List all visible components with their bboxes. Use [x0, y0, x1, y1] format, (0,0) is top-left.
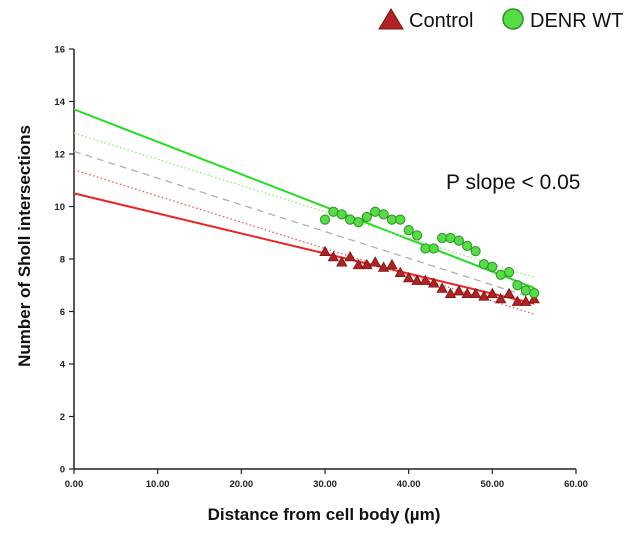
fit-line-3 — [73, 132, 535, 278]
control-point — [453, 285, 465, 296]
x-tick-label: 30.00 — [313, 479, 337, 490]
y-tick-label: 12 — [54, 150, 65, 161]
x-tick-label: 60.00 — [564, 479, 588, 490]
control-point — [444, 287, 457, 299]
denr-wt-point — [403, 225, 414, 236]
plot-area: 0.00 10.00 20.00 30.00 40.00 50.00 60.00 0 2 4 6 8 1… — [54, 45, 587, 491]
control-point — [344, 251, 356, 262]
control-point — [528, 293, 540, 304]
control-point — [469, 287, 482, 299]
y-tick-label: 4 — [60, 360, 66, 371]
control-point — [436, 282, 448, 293]
control-point — [511, 295, 524, 306]
denr-wt-point — [453, 235, 464, 246]
denr-wt-point — [495, 269, 506, 280]
denr-wt-point — [386, 214, 398, 225]
legend-label-control: Control — [409, 10, 473, 32]
denr-wt-point — [478, 259, 490, 270]
legend: Control DENR WT — [378, 8, 623, 32]
denr-wt-point — [503, 267, 515, 278]
slope-annotation: P slope < 0.05 — [446, 171, 580, 194]
denr-wt-point — [370, 206, 381, 217]
control-point — [520, 295, 532, 306]
control-point — [386, 258, 398, 270]
legend-marker-denr-wt — [502, 8, 524, 30]
x-tick-label: 40.00 — [397, 479, 421, 490]
denr-wt-point — [319, 214, 331, 225]
x-axis-title: Distance from cell body (µm) — [208, 505, 441, 524]
denr-wt-point — [512, 280, 523, 291]
y-tick-label: 0 — [60, 465, 65, 476]
fit-line-2 — [73, 108, 535, 289]
denr-wt-point — [529, 288, 540, 299]
denr-wt-point — [336, 209, 347, 220]
denr-wt-point — [395, 214, 406, 225]
control-point — [428, 277, 440, 288]
denr-wt-point — [328, 206, 339, 217]
legend-marker-control — [378, 8, 404, 30]
denr-wt-point — [378, 209, 389, 220]
control-point — [478, 290, 490, 301]
denr-wt-point — [361, 211, 372, 223]
denr-wt-point — [445, 232, 456, 244]
control-point — [402, 272, 415, 283]
control-point — [336, 256, 348, 267]
denr-wt-point — [462, 240, 473, 251]
fit-line-1 — [73, 169, 535, 315]
control-point — [327, 251, 340, 262]
control-point — [411, 274, 423, 285]
y-tick-label: 14 — [54, 97, 65, 108]
y-tick-label: 10 — [54, 202, 65, 213]
legend-label-denr-wt: DENR WT — [530, 10, 623, 32]
fit-line-4 — [73, 150, 535, 299]
denr-wt-point — [353, 217, 364, 228]
y-tick-label: 8 — [60, 255, 65, 266]
control-point — [503, 287, 515, 299]
y-tick-label: 2 — [60, 412, 65, 423]
denr-wt-point — [520, 285, 531, 296]
control-point — [486, 287, 499, 299]
control-point — [419, 274, 432, 285]
control-point — [377, 261, 390, 272]
x-tick-label: 0.00 — [65, 479, 84, 490]
x-tick-label: 50.00 — [480, 479, 504, 490]
control-point — [352, 258, 365, 270]
denr-wt-point — [411, 230, 423, 241]
denr-wt-point — [470, 246, 481, 257]
control-point — [461, 287, 473, 299]
y-tick-label: 16 — [54, 45, 65, 56]
control-point — [394, 266, 406, 278]
control-point — [369, 256, 381, 267]
fit-line-0 — [73, 192, 535, 305]
control-point — [361, 258, 373, 270]
control-point — [495, 293, 507, 304]
y-axis-title: Number of Sholl intersections — [15, 125, 34, 367]
denr-wt-point — [437, 232, 448, 244]
denr-wt-point — [428, 243, 439, 254]
denr-wt-point — [345, 214, 356, 225]
x-tick-label: 10.00 — [146, 479, 170, 490]
y-tick-label: 6 — [60, 307, 65, 318]
denr-wt-point — [487, 261, 498, 272]
control-point — [319, 245, 331, 257]
denr-wt-point — [420, 243, 431, 254]
x-tick-label: 20.00 — [229, 479, 253, 490]
